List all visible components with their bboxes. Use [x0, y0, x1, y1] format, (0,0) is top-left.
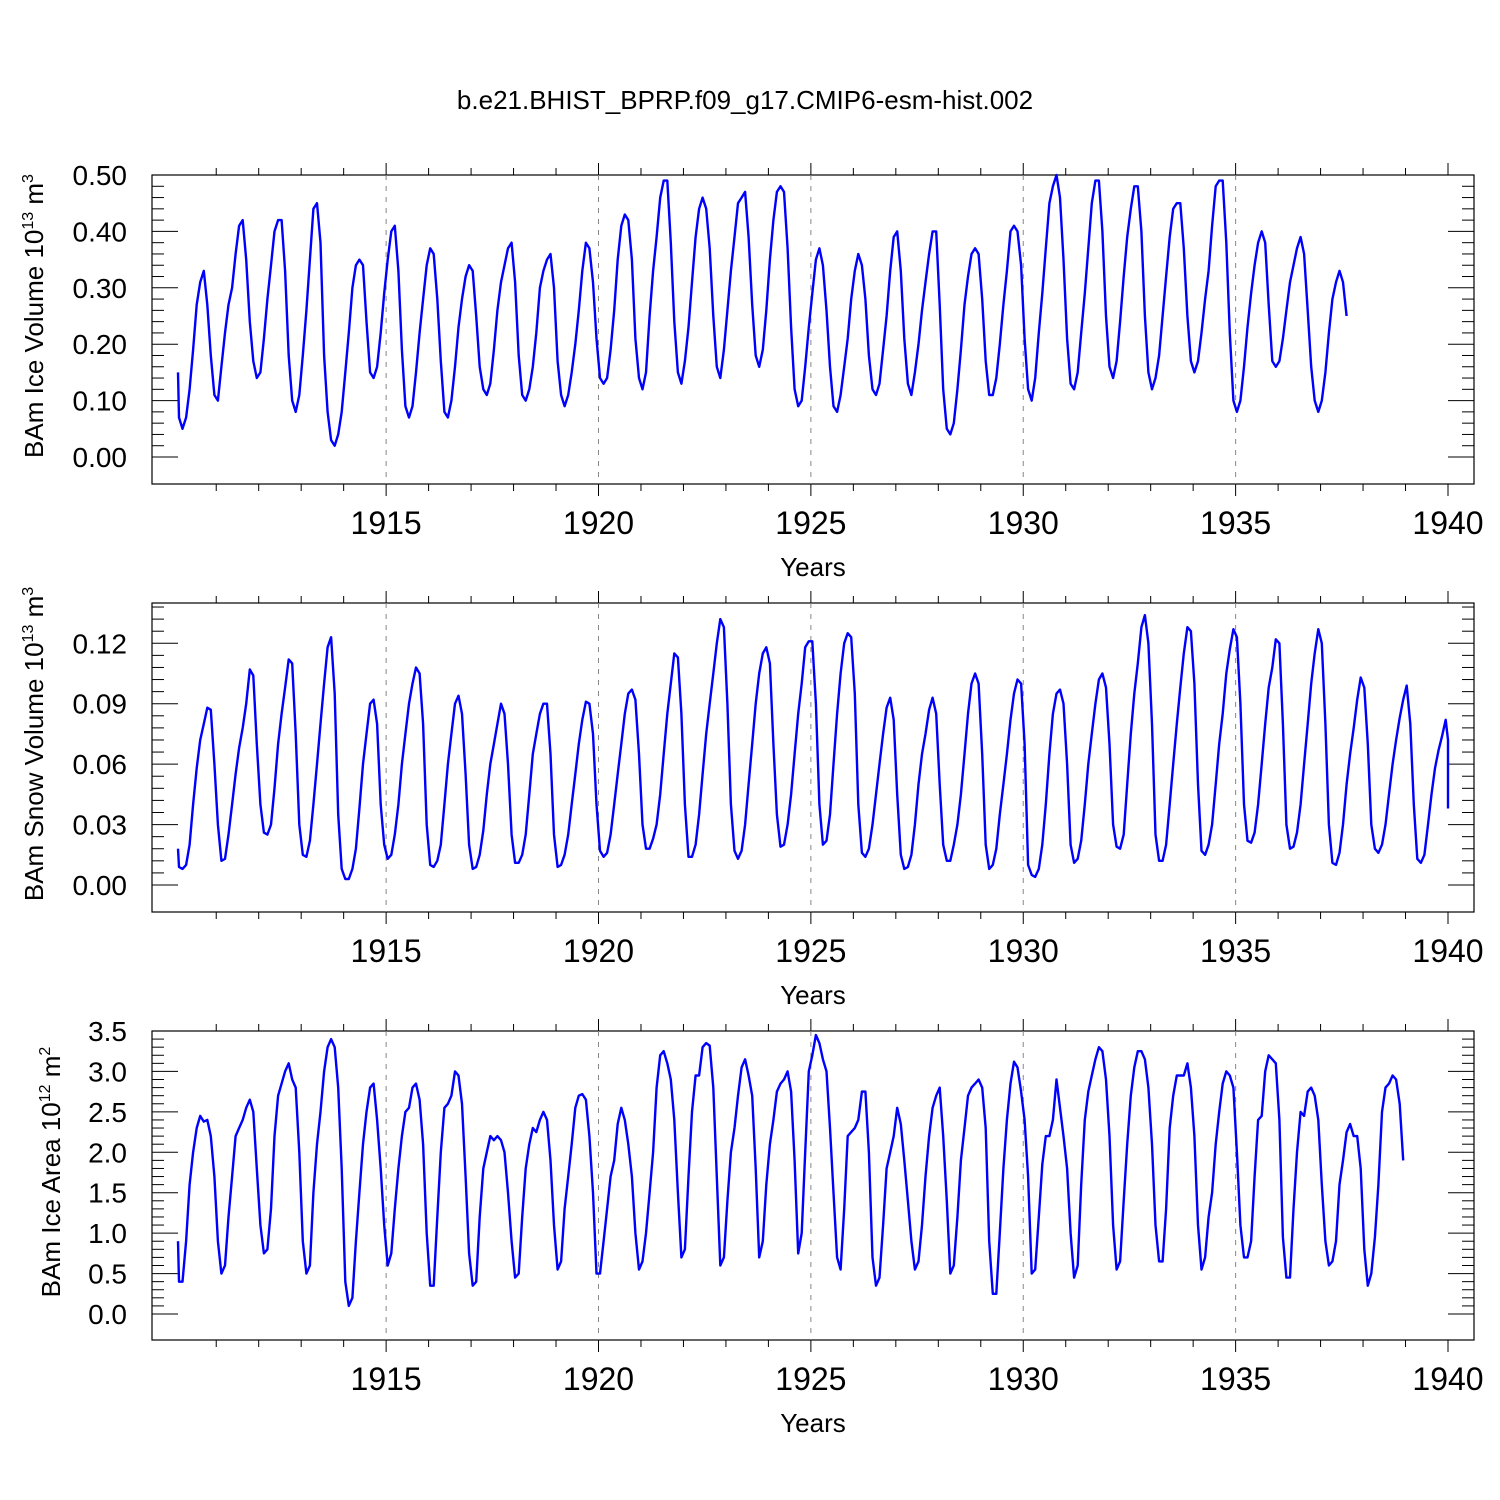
chart-panel-2: 1915 1920 1925 1930 1935 1940 0.00 0.03 0.06 0.09… [19, 587, 1484, 1010]
y-axis-label-unit-exponent: 2 [37, 1047, 54, 1056]
y-tick-label: 0.12 [73, 628, 128, 659]
y-axis-label-unit: m [19, 596, 49, 625]
y-tick-label: 0.40 [73, 216, 128, 247]
x-tick-label: 1915 [351, 933, 422, 969]
x-tick-label: 1935 [1200, 505, 1271, 541]
x-tick-label: 1940 [1412, 505, 1483, 541]
panels: 1915 1920 1925 1930 1935 1940 0.00 0.10 0.20 0.30… [19, 160, 1484, 1438]
x-axis-label: Years [780, 552, 846, 582]
x-tick-label: 1930 [988, 1361, 1059, 1397]
y-axis-label-exponent: 13 [20, 212, 37, 230]
y-tick-label: 0.0 [88, 1299, 127, 1330]
chart-panel-1: 1915 1920 1925 1930 1935 1940 0.00 0.10 0.20 0.30… [19, 160, 1484, 582]
x-tick-label: 1920 [563, 505, 634, 541]
x-tick-label: 1925 [775, 933, 846, 969]
x-axis-label: Years [780, 980, 846, 1010]
y-axis-label-unit: m [36, 1056, 66, 1085]
x-tick-label: 1915 [351, 505, 422, 541]
y-tick-label: 0.10 [73, 386, 128, 417]
figure-title: b.e21.BHIST_BPRP.f09_g17.CMIP6-esm-hist.… [457, 85, 1033, 115]
y-axis-label-unit-exponent: 3 [20, 587, 37, 596]
y-axis-label-exponent: 13 [20, 625, 37, 643]
chart-panel-3: 1915 1920 1925 1930 1935 1940 0.0 0.5 1.0 1.5 2.0 2… [36, 1016, 1484, 1438]
y-tick-label: 0.00 [73, 442, 128, 473]
y-tick-label: 0.20 [73, 329, 128, 360]
y-tick-label: 2.5 [88, 1097, 127, 1128]
x-axis-label: Years [780, 1408, 846, 1438]
series-line-1 [176, 613, 1450, 881]
y-tick-label: 3.5 [88, 1016, 127, 1047]
x-tick-label: 1940 [1412, 933, 1483, 969]
x-tick-label: 1920 [563, 933, 634, 969]
y-tick-label: 3.0 [88, 1056, 127, 1087]
plot-frame [151, 1030, 1475, 1341]
y-tick-label: 0.00 [73, 870, 128, 901]
y-axis-label: BAm Ice Area 1012 m2 [36, 1047, 66, 1298]
y-tick-label: 0.06 [73, 749, 128, 780]
y-tick-label: 0.50 [73, 160, 128, 191]
plot-frame [151, 174, 1475, 485]
y-tick-label: 2.0 [88, 1137, 127, 1168]
plot-frame [151, 602, 1475, 913]
y-axis-label-main: BAm Ice Volume 10 [19, 230, 49, 458]
y-tick-label: 1.0 [88, 1218, 127, 1249]
y-axis-label-exponent: 12 [37, 1084, 54, 1102]
y-tick-label: 1.5 [88, 1178, 127, 1209]
y-tick-label: 0.30 [73, 273, 128, 304]
x-tick-label: 1930 [988, 933, 1059, 969]
y-axis-label: BAm Snow Volume 1013 m3 [19, 587, 49, 901]
y-axis-label-main: BAm Ice Area 10 [36, 1102, 66, 1297]
y-axis-label-main: BAm Snow Volume 10 [19, 642, 49, 901]
x-tick-label: 1915 [351, 1361, 422, 1397]
x-tick-label: 1940 [1412, 1361, 1483, 1397]
y-tick-label: 0.09 [73, 689, 128, 720]
y-tick-label: 0.5 [88, 1259, 127, 1290]
x-tick-label: 1920 [563, 1361, 634, 1397]
series-line-1 [176, 173, 1348, 447]
x-tick-label: 1935 [1200, 1361, 1271, 1397]
y-axis-label-unit: m [19, 183, 49, 212]
y-axis-label-unit-exponent: 3 [20, 174, 37, 183]
y-axis-label: BAm Ice Volume 1013 m3 [19, 174, 49, 458]
x-tick-label: 1935 [1200, 933, 1271, 969]
x-tick-label: 1925 [775, 505, 846, 541]
x-tick-label: 1930 [988, 505, 1059, 541]
y-tick-label: 0.03 [73, 810, 128, 841]
x-tick-label: 1925 [775, 1361, 846, 1397]
series-line-1 [176, 1033, 1405, 1308]
